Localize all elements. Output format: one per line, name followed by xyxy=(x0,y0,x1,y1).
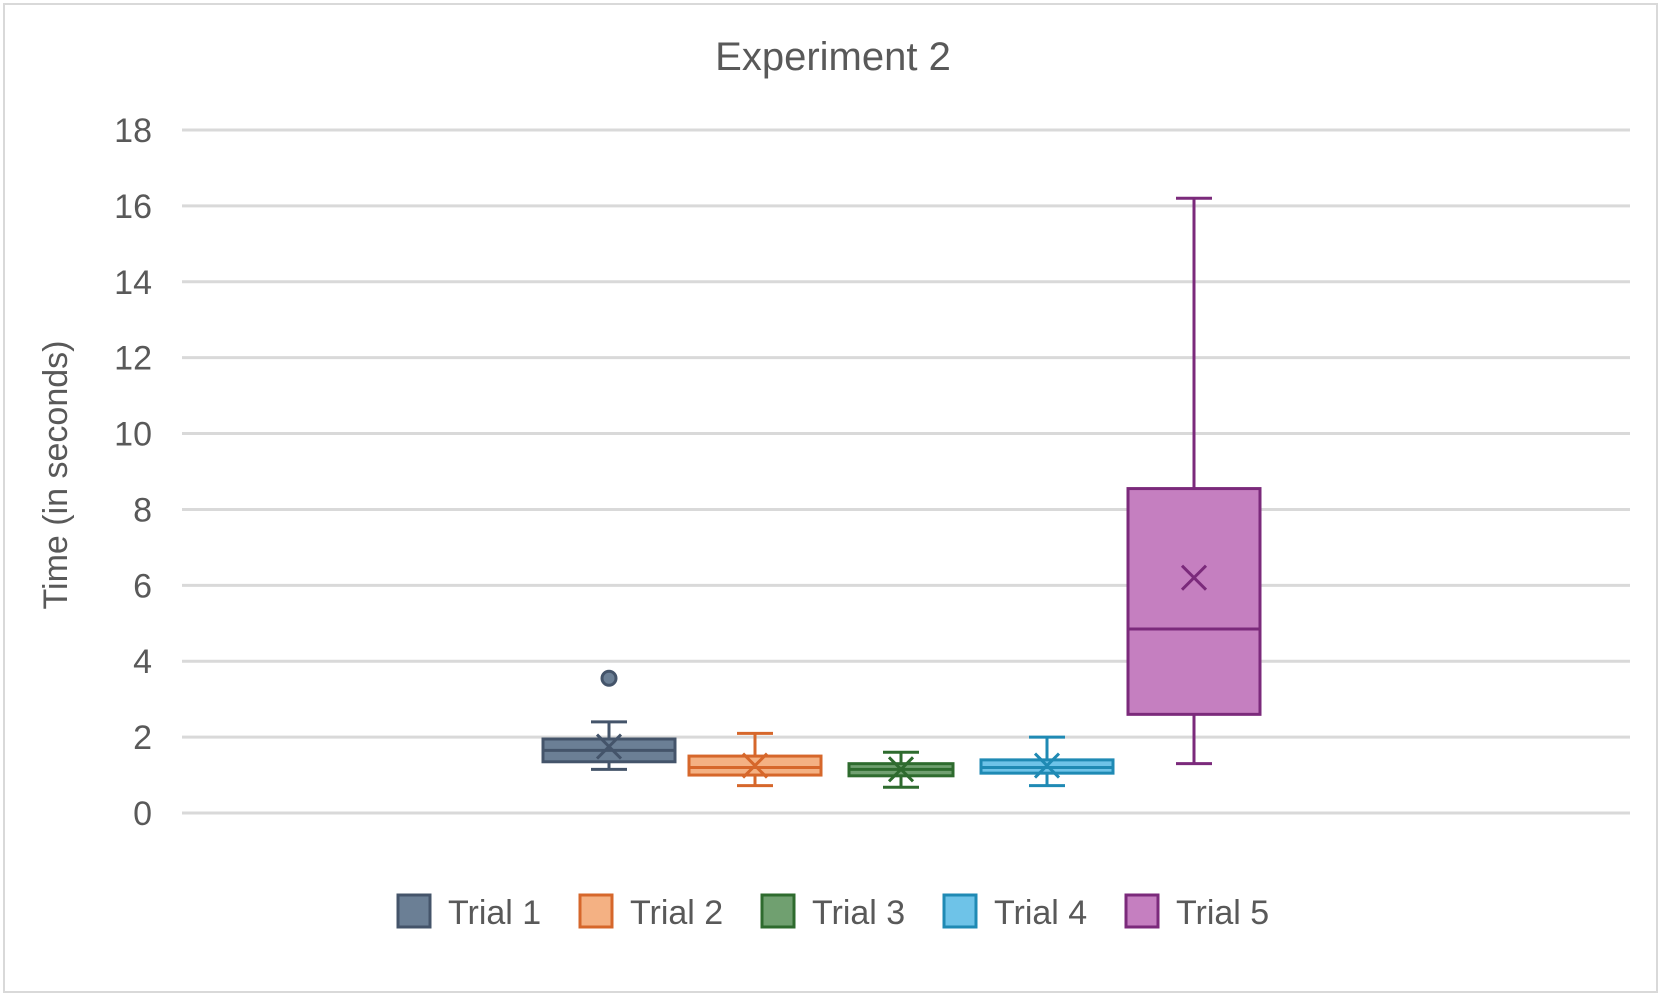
legend-swatch xyxy=(396,893,432,929)
mean-marker xyxy=(595,733,623,760)
box-trial-3 xyxy=(847,750,955,789)
box-iqr xyxy=(1126,487,1262,716)
y-tick-label: 2 xyxy=(133,719,152,757)
legend-swatch xyxy=(942,893,978,929)
y-tick-label: 16 xyxy=(114,188,152,226)
box-trial-2 xyxy=(687,731,823,788)
mean-marker xyxy=(1033,752,1061,779)
mean-marker xyxy=(1180,564,1208,591)
chart-frame xyxy=(3,3,1658,993)
y-axis-ticks: 0 2 4 6 8 10 12 14 16 18 xyxy=(114,112,152,833)
legend-item: Trial 2 xyxy=(578,893,723,932)
y-axis-title: Time (in seconds) xyxy=(37,341,75,610)
box-trial-4 xyxy=(979,735,1115,788)
legend-item: Trial 4 xyxy=(942,893,1087,932)
legend-item: Trial 3 xyxy=(760,893,905,932)
legend-item: Trial 5 xyxy=(1124,893,1269,932)
box-series-layer xyxy=(541,196,1262,789)
legend-label: Trial 1 xyxy=(448,894,541,932)
mean-marker xyxy=(887,756,915,783)
outlier-point xyxy=(600,669,618,687)
chart-title: Experiment 2 xyxy=(715,35,951,79)
box-trial-5 xyxy=(1126,196,1262,766)
legend-label: Trial 4 xyxy=(994,894,1087,932)
y-tick-label: 8 xyxy=(133,491,152,529)
legend-swatch xyxy=(760,893,796,929)
legend: Trial 1 Trial 2 Trial 3 Trial 4 Trial 5 xyxy=(396,893,1269,932)
y-tick-label: 18 xyxy=(114,112,152,150)
mean-marker xyxy=(741,752,769,779)
legend-label: Trial 2 xyxy=(630,894,723,932)
legend-swatch xyxy=(1124,893,1160,929)
legend-label: Trial 3 xyxy=(812,894,905,932)
y-tick-label: 14 xyxy=(114,264,152,302)
gridlines xyxy=(182,128,1630,815)
y-tick-label: 0 xyxy=(133,795,152,833)
box-trial-1 xyxy=(541,669,677,771)
legend-item: Trial 1 xyxy=(396,893,541,932)
y-tick-label: 10 xyxy=(114,416,152,454)
y-tick-label: 12 xyxy=(114,340,152,378)
y-tick-label: 6 xyxy=(133,567,152,605)
legend-label: Trial 5 xyxy=(1176,894,1269,932)
y-tick-label: 4 xyxy=(133,643,152,681)
legend-swatch xyxy=(578,893,614,929)
